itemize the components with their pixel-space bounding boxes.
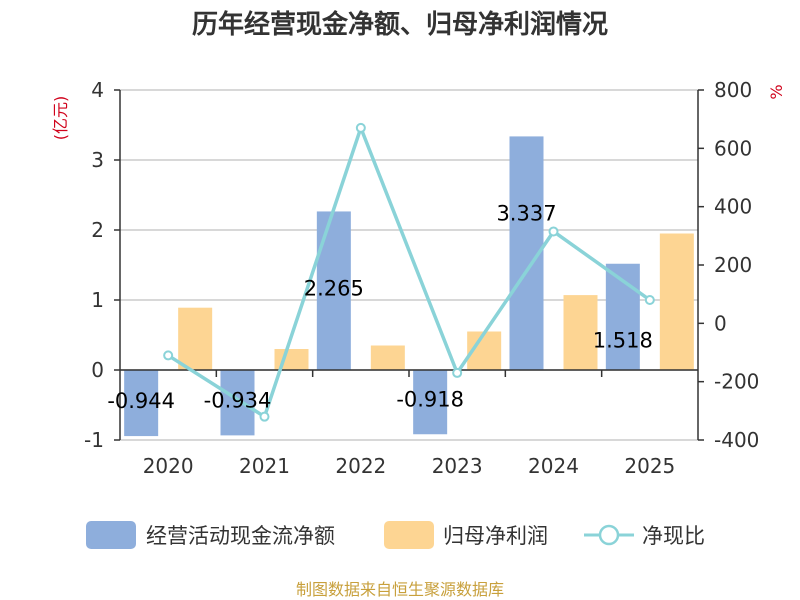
data-labels: -0.944 -0.934 2.265 -0.918 3.337 1.518 <box>107 201 653 413</box>
cashflow-data-label: -0.934 <box>204 388 272 412</box>
ratio-line <box>163 122 655 422</box>
cashflow-data-label: 1.518 <box>593 329 653 353</box>
right-tick-label: 800 <box>714 78 752 102</box>
chart-title: 历年经营现金净额、归母净利润情况 <box>192 9 608 40</box>
left-tick-label: 4 <box>91 78 104 102</box>
left-tick-label: -1 <box>84 428 104 452</box>
cashflow-bar <box>124 370 159 437</box>
netprofit-bar <box>659 233 694 370</box>
x-tick-label: 2022 <box>335 454 386 478</box>
netprofit-bar <box>178 307 213 370</box>
axes: -1 0 1 2 3 4 -400 -200 0 200 400 600 800 2020 2021 2022… <box>84 78 759 478</box>
ratio-point <box>548 226 559 237</box>
ratio-point <box>644 295 655 305</box>
legend-label: 净现比 <box>642 524 705 548</box>
netprofit-bar <box>370 345 405 370</box>
x-tick-label: 2021 <box>239 454 290 478</box>
legend-swatch <box>384 521 434 549</box>
legend-marker <box>598 524 620 546</box>
cashflow-data-label: -0.918 <box>396 387 464 411</box>
right-tick-label: 600 <box>714 136 752 160</box>
ratio-point <box>259 411 270 422</box>
cashflow-data-label: 3.337 <box>496 201 556 225</box>
x-tick-label: 2025 <box>624 454 675 478</box>
right-tick-label: -200 <box>714 370 759 394</box>
cashflow-data-label: -0.944 <box>107 389 175 413</box>
cashflow-bar <box>413 370 448 435</box>
left-tick-label: 1 <box>91 288 104 312</box>
ratio-point <box>163 350 174 361</box>
right-tick-label: 0 <box>714 311 727 335</box>
ratio-point <box>452 367 463 378</box>
legend-label: 归母净利润 <box>443 524 548 548</box>
bars <box>124 136 694 437</box>
left-tick-label: 3 <box>91 148 104 172</box>
source-note: 制图数据来自恒生聚源数据库 <box>296 580 504 599</box>
right-tick-label: 400 <box>714 195 752 219</box>
right-tick-label: -400 <box>714 428 759 452</box>
x-tick-label: 2024 <box>528 454 579 478</box>
ratio-point <box>355 122 366 133</box>
right-tick-label: 200 <box>714 253 752 277</box>
left-axis-unit: (亿元) <box>51 96 70 141</box>
netprofit-bar <box>563 295 598 370</box>
legend: 经营活动现金流净额 归母净利润 净现比 <box>86 521 705 549</box>
left-tick-label: 0 <box>91 358 104 382</box>
left-tick-label: 2 <box>91 218 104 242</box>
ratio-line-path <box>167 126 651 419</box>
cashflow-bar <box>220 370 255 436</box>
legend-label: 经营活动现金流净额 <box>146 524 335 548</box>
cashflow-data-label: 2.265 <box>304 276 364 300</box>
right-axis-unit: % <box>767 84 786 99</box>
x-tick-label: 2020 <box>143 454 194 478</box>
x-tick-label: 2023 <box>432 454 483 478</box>
legend-swatch <box>86 521 136 549</box>
